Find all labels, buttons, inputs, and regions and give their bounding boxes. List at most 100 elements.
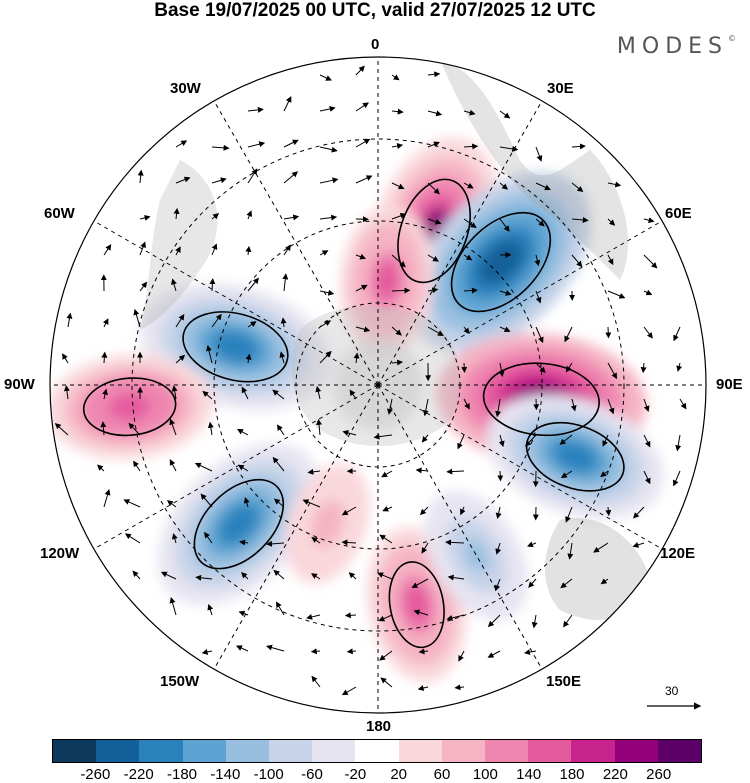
wind-arrow (319, 214, 338, 221)
lon-label-90w: 90W (4, 376, 35, 393)
anomaly-blob (50, 354, 214, 459)
wind-arrow (495, 506, 502, 519)
wind-arrow (499, 290, 512, 296)
wind-arrow (499, 145, 519, 152)
wind-arrow (570, 398, 577, 412)
colorbar-swatch (485, 740, 529, 762)
wind-arrow (102, 318, 109, 328)
colorbar-tick-label: 260 (646, 766, 672, 783)
wind-arrow (605, 326, 612, 339)
wind-arrow (202, 390, 213, 400)
wind-arrow (535, 182, 551, 191)
colorbar-swatch (312, 740, 356, 762)
wind-arrow (499, 182, 509, 190)
wind-arrow (275, 601, 285, 616)
anomaly-blob (285, 463, 370, 584)
colorbar-swatch (53, 740, 97, 762)
wind-arrow (633, 506, 645, 519)
wind-arrow (564, 326, 573, 343)
wind-arrow (247, 277, 259, 292)
colorbar-tick-label: 20 (390, 766, 407, 783)
wind-arrow (102, 388, 108, 400)
wind-arrow (565, 362, 573, 373)
wind-arrow (206, 344, 213, 364)
colorbar-swatch (441, 740, 486, 762)
wind-arrow (123, 499, 141, 508)
wind-arrow (175, 176, 191, 184)
contour-line (182, 311, 289, 383)
wind-arrow (487, 614, 501, 628)
wind-arrow (560, 470, 573, 479)
meridian-line (93, 220, 379, 386)
wind-arrow (171, 533, 178, 544)
wind-arrow (243, 497, 250, 508)
wind-arrow (128, 422, 141, 436)
wind-arrow (353, 352, 360, 364)
anomaly-shade (317, 508, 339, 539)
anomaly-blob (486, 394, 664, 519)
wind-arrow (498, 362, 505, 378)
anomaly-shade (404, 585, 430, 625)
wind-arrow (348, 572, 357, 580)
wind-arrow (171, 385, 178, 400)
lon-label-30e: 30E (547, 80, 574, 97)
wind-arrow (100, 421, 107, 436)
wind-arrow (273, 498, 285, 508)
wind-arrow (391, 74, 400, 81)
contour-line (82, 377, 177, 437)
wind-arrow (247, 141, 266, 148)
colorbar-tick-label: 180 (559, 766, 585, 783)
wind-arrow (211, 144, 230, 151)
wind-arrow (391, 213, 407, 220)
wind-arrow (175, 354, 186, 364)
wind-arrow (525, 434, 537, 447)
wind-arrow (319, 289, 335, 296)
wind-arrow (607, 218, 616, 226)
lon-label-150w: 150W (160, 673, 200, 690)
wind-arrow (391, 359, 404, 366)
wind-arrow (279, 351, 286, 364)
wind-arrow (311, 536, 321, 544)
colorbar-swatch (182, 740, 226, 762)
wind-arrow (341, 686, 357, 696)
wind-arrow (355, 253, 367, 260)
brand-text: MODES (616, 34, 728, 59)
wind-arrow (415, 467, 429, 474)
wind-arrow (411, 578, 429, 588)
wind-arrow (238, 610, 249, 617)
wind-arrow (133, 308, 141, 328)
colorbar-tick-label: 220 (602, 766, 628, 783)
wind-arrow (640, 362, 647, 374)
wind-arrow (282, 273, 289, 292)
meridian-line (213, 384, 379, 670)
wind-arrow (427, 287, 439, 294)
wind-arrow (460, 506, 466, 516)
wind-arrow (523, 649, 537, 656)
wind-arrow (643, 326, 653, 339)
colorbar-swatch (355, 740, 399, 762)
wind-arrow (605, 506, 612, 517)
wind-arrow (239, 539, 249, 546)
anomaly-shade (218, 503, 260, 545)
wind-arrow (427, 71, 441, 78)
wind-arrow (66, 312, 73, 328)
wind-arrow (103, 489, 111, 508)
wind-arrow (272, 456, 285, 472)
wind-arrow (355, 175, 373, 184)
wind-arrow (463, 143, 479, 150)
wind-arrow (632, 542, 645, 548)
wind-arrow (391, 143, 404, 149)
wind-arrow (139, 241, 146, 256)
wind-arrow (567, 542, 574, 560)
wind-arrow (139, 214, 151, 221)
colorbar-tick-label: -260 (80, 766, 111, 783)
wind-arrow (319, 350, 332, 364)
wind-arrow (319, 177, 339, 184)
wind-arrow (607, 181, 622, 188)
wind-arrow (528, 578, 537, 588)
wind-arrow (607, 362, 618, 380)
wind-arrow (355, 284, 368, 292)
wind-arrow (535, 290, 542, 304)
wind-arrow (171, 278, 177, 292)
wind-arrow (498, 434, 505, 448)
